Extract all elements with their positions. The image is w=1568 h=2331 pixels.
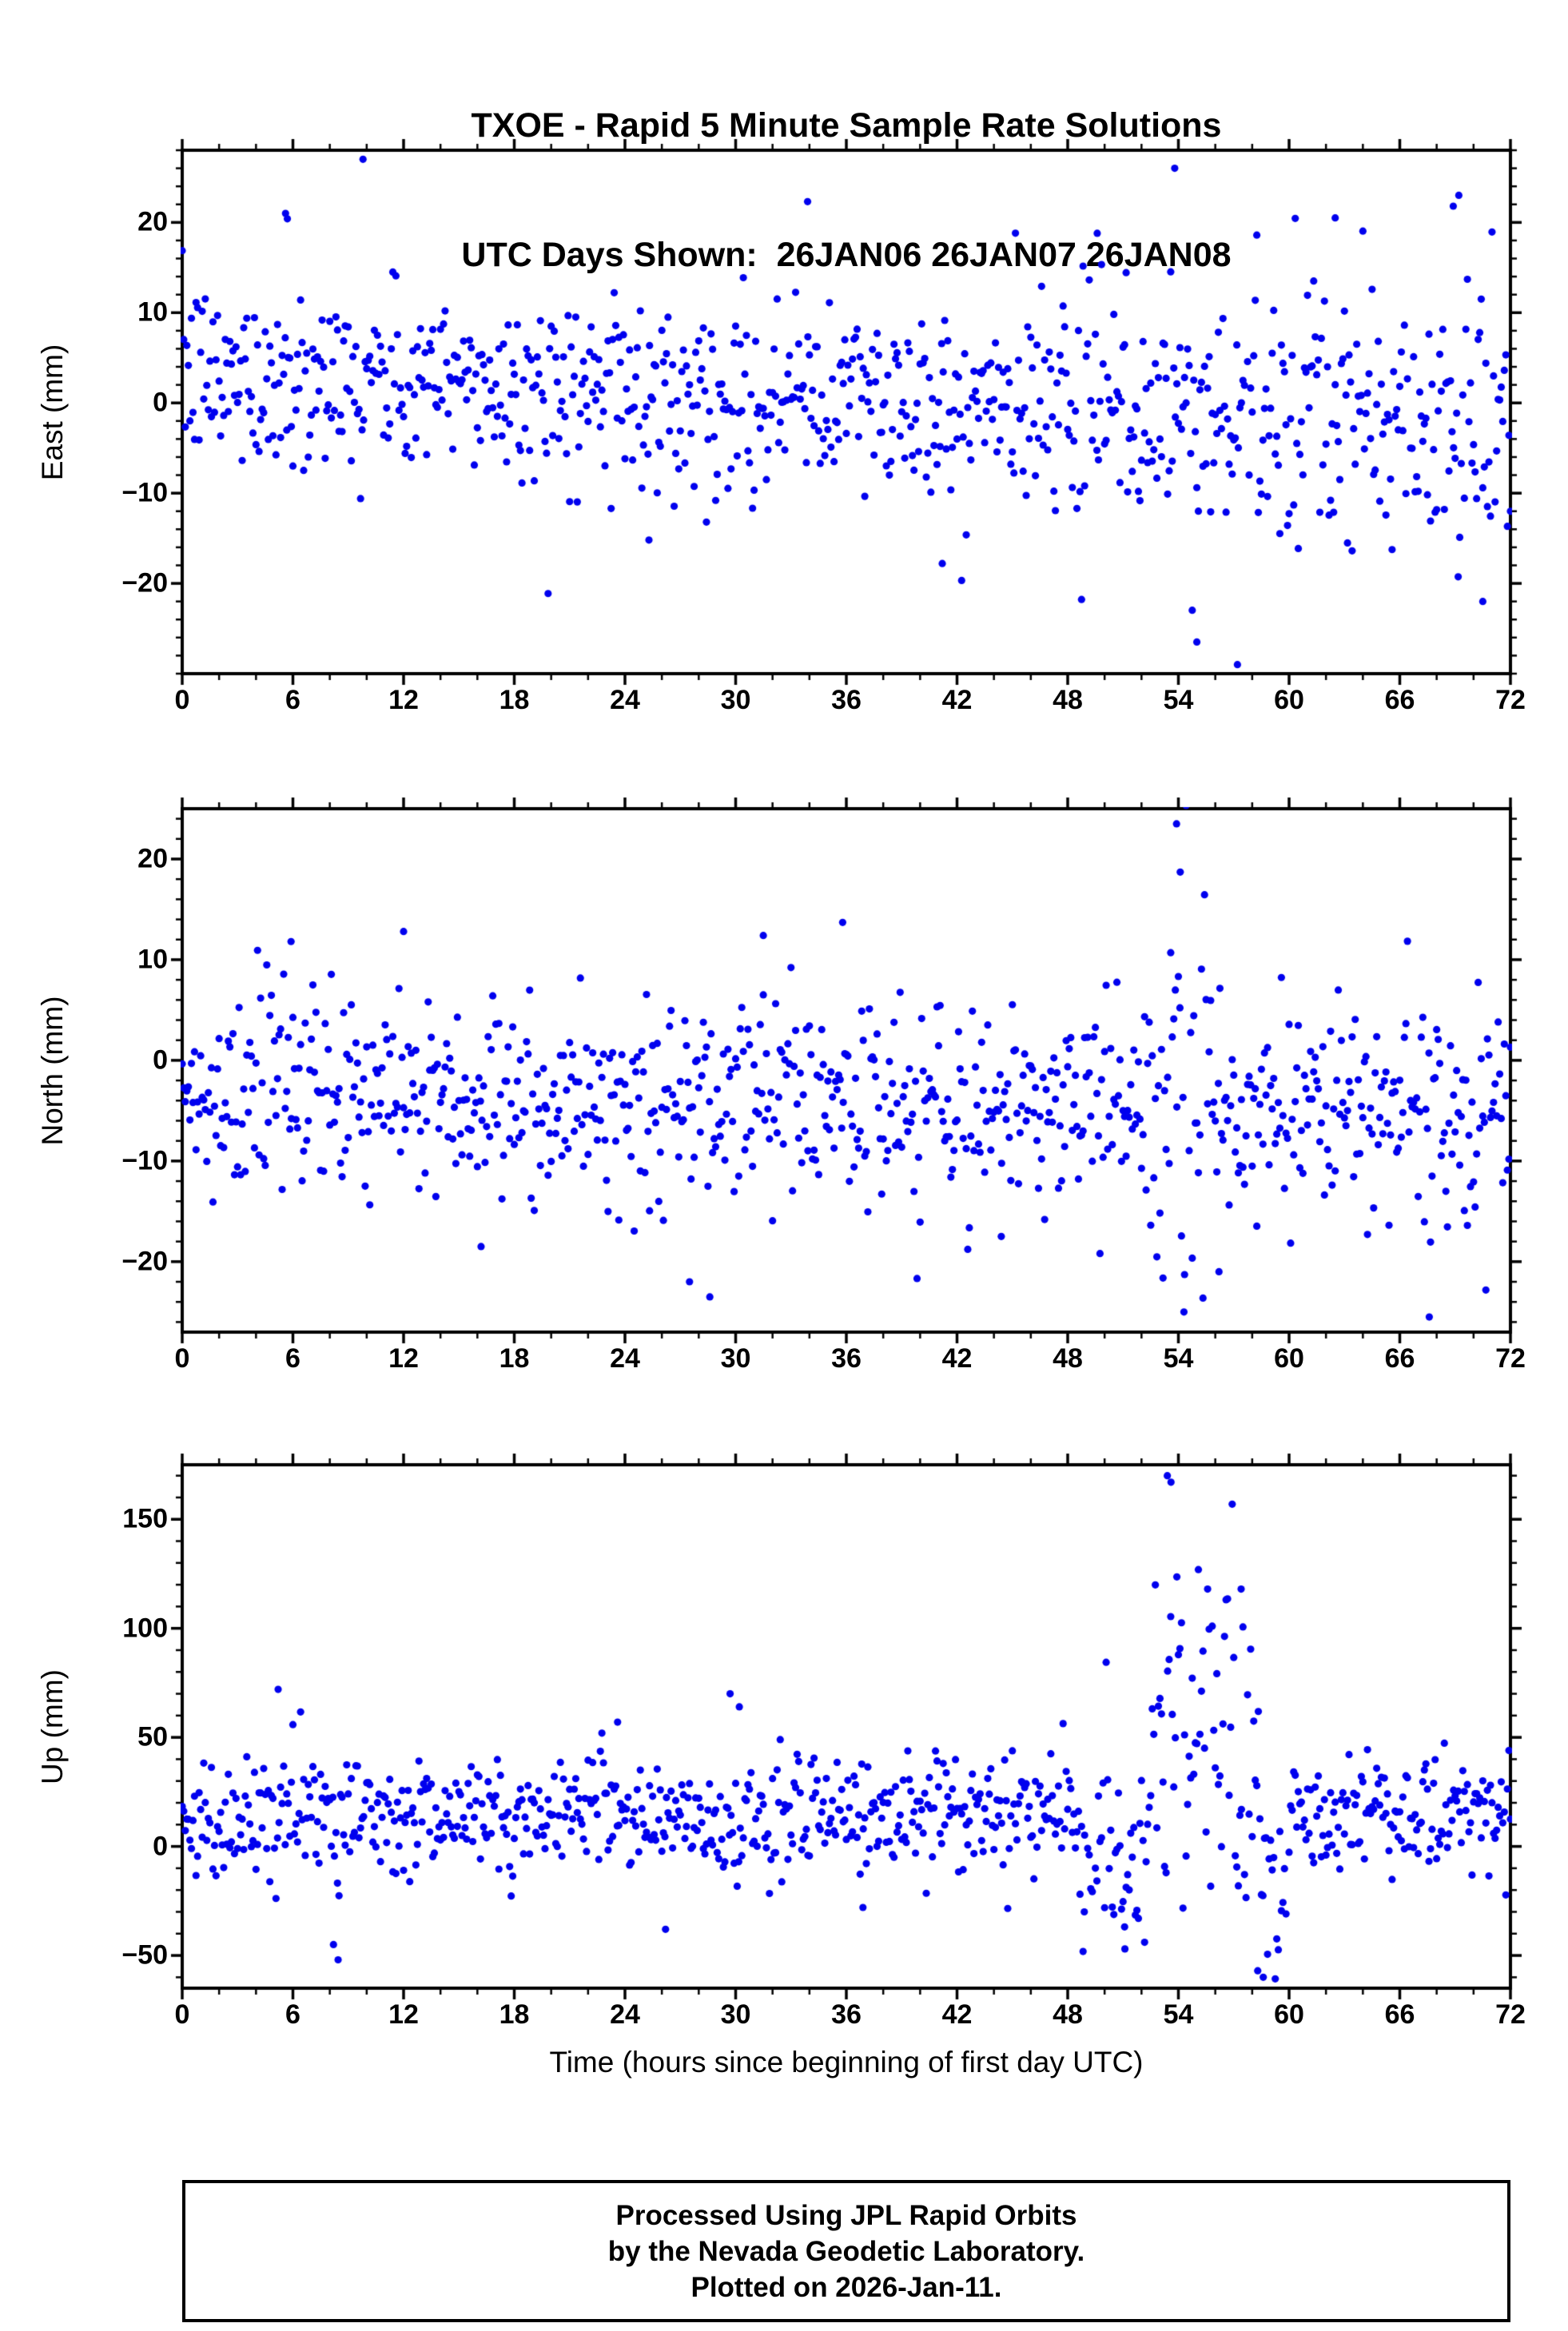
x-tick-label: 18 [499, 1999, 530, 2030]
footer-box: Processed Using JPL Rapid Orbits by the … [182, 2180, 1510, 2322]
y-axis-label-north: North (mm) [36, 995, 69, 1146]
x-tick-label: 60 [1274, 685, 1304, 715]
y-tick-label: 20 [137, 206, 168, 237]
y-tick-label: 10 [137, 944, 168, 975]
y-tick-label: −10 [121, 1145, 168, 1176]
x-tick-label: 12 [388, 1999, 419, 2030]
y-tick-label: 0 [153, 1044, 168, 1076]
x-tick-label: 72 [1495, 1999, 1526, 2030]
panel-canvas-up [161, 1444, 1531, 2009]
x-tick-label: 6 [285, 685, 300, 715]
panel-canvas-north [161, 788, 1531, 1353]
x-tick-label: 0 [174, 1343, 190, 1374]
x-tick-label: 54 [1163, 685, 1194, 715]
x-tick-label: 42 [941, 1999, 973, 2030]
y-tick-label: 150 [122, 1503, 168, 1534]
x-tick-label: 60 [1274, 1999, 1304, 2030]
x-tick-label: 6 [285, 1999, 300, 2030]
y-tick-label: −50 [121, 1939, 168, 1971]
y-tick-label: −20 [121, 567, 168, 599]
x-axis-label: Time (hours since beginning of first day… [549, 2046, 1144, 2078]
x-tick-label: 24 [610, 1343, 640, 1374]
x-tick-label: 66 [1384, 1999, 1415, 2030]
panel-canvas-east [161, 129, 1531, 694]
y-tick-label: −20 [121, 1246, 168, 1277]
x-tick-label: 54 [1163, 1999, 1194, 2030]
x-tick-label: 24 [610, 1999, 640, 2030]
footer-line-2: by the Nevada Geodetic Laboratory. [607, 2235, 1085, 2267]
panel-up: Up (mm) 0 6 12 18 24 30 36 42 48 54 60 66 72 −50 0 50 10… [36, 1444, 1531, 2030]
x-tick-label: 66 [1384, 1343, 1415, 1374]
x-tick-label: 30 [720, 1343, 751, 1374]
y-axis-label-east: East (mm) [36, 344, 69, 480]
x-tick-label: 18 [499, 1343, 530, 1374]
x-tick-label: 30 [720, 1999, 751, 2030]
x-tick-label: 36 [831, 1999, 862, 2030]
x-tick-label: 72 [1495, 1343, 1526, 1374]
x-tick-label: 48 [1053, 685, 1083, 715]
x-tick-label: 54 [1163, 1343, 1194, 1374]
y-tick-label: 0 [153, 387, 168, 418]
x-tick-label: 12 [388, 1343, 419, 1374]
x-tick-label: 12 [388, 685, 419, 715]
x-tick-label: 0 [174, 1999, 190, 2030]
x-tick-label: 66 [1384, 685, 1415, 715]
x-tick-label: 48 [1053, 1999, 1083, 2030]
x-tick-label: 60 [1274, 1343, 1304, 1374]
y-tick-label: 10 [137, 296, 168, 328]
y-tick-label: 20 [137, 843, 168, 874]
x-tick-label: 42 [941, 1343, 973, 1374]
panel-east: East (mm) 0 6 12 18 24 30 36 42 48 54 60 66 72 −20 −10… [36, 129, 1531, 715]
y-tick-label: 0 [153, 1831, 168, 1862]
x-tick-label: 0 [174, 685, 190, 715]
x-tick-label: 48 [1053, 1343, 1083, 1374]
x-tick-label: 6 [285, 1343, 300, 1374]
y-axis-label-up: Up (mm) [36, 1669, 69, 1784]
x-tick-label: 36 [831, 1343, 862, 1374]
x-tick-label: 18 [499, 685, 530, 715]
y-tick-label: 50 [137, 1721, 168, 1752]
x-tick-label: 72 [1495, 685, 1526, 715]
x-tick-label: 30 [720, 685, 751, 715]
panel-north: North (mm) 0 6 12 18 24 30 36 42 48 54 60 66 72 −20 −1… [36, 788, 1531, 1374]
x-tick-label: 24 [610, 685, 640, 715]
y-tick-label: 100 [122, 1613, 168, 1644]
y-tick-label: −10 [121, 477, 168, 508]
x-tick-label: 42 [941, 685, 973, 715]
footer-line-1: Processed Using JPL Rapid Orbits [615, 2199, 1077, 2231]
footer-line-3: Plotted on 2026-Jan-11. [690, 2271, 1002, 2303]
x-tick-label: 36 [831, 685, 862, 715]
